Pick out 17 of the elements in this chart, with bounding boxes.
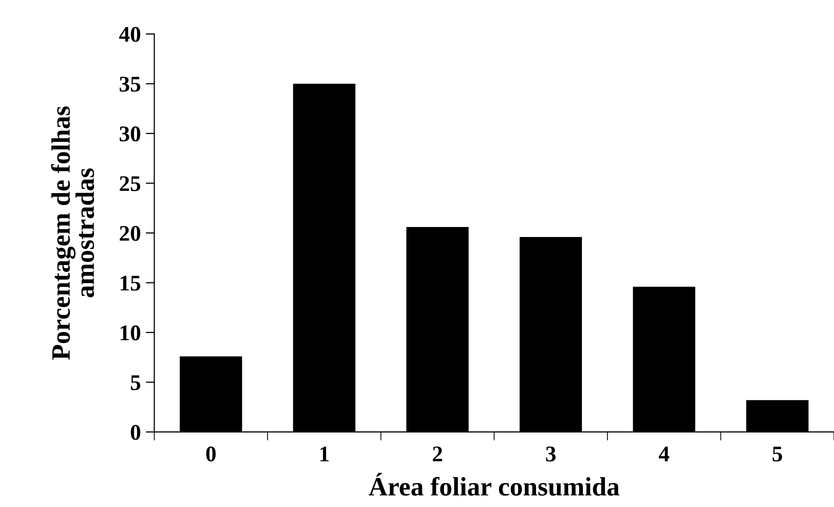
x-axis-title: Área foliar consumida (368, 472, 620, 496)
y-tick-label: 30 (120, 126, 140, 142)
y-tick-label: 5 (130, 375, 140, 390)
y-tick-label: 25 (120, 176, 140, 192)
y-tick-label: 15 (120, 276, 140, 291)
y-tick-label: 40 (119, 26, 140, 42)
x-tick-label: 4 (658, 446, 670, 462)
x-tick-label: 1 (320, 446, 329, 462)
y-axis-title: Porcentagem de folhas amostradas (51, 106, 94, 360)
x-tick-label: 0 (206, 446, 216, 462)
y-tick-label: 35 (120, 76, 140, 92)
y-tick-label: 20 (120, 226, 140, 241)
x-tick-label: 3 (546, 446, 556, 462)
x-tick-label: 5 (772, 446, 782, 462)
y-tick-label: 0 (130, 424, 140, 440)
x-tick-label: 2 (432, 446, 442, 462)
y-tick-label: 10 (120, 325, 140, 340)
